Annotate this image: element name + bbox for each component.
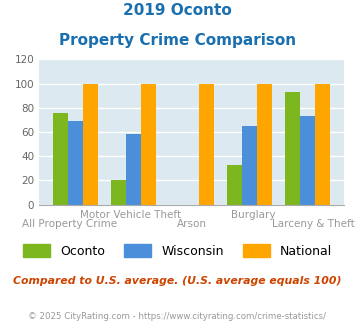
Bar xyxy=(300,116,315,205)
Bar xyxy=(242,126,257,205)
Bar xyxy=(285,92,300,205)
Bar xyxy=(126,134,141,205)
Bar xyxy=(315,83,331,205)
Text: All Property Crime: All Property Crime xyxy=(22,219,117,229)
Bar xyxy=(111,181,126,205)
Bar xyxy=(257,83,272,205)
Text: Compared to U.S. average. (U.S. average equals 100): Compared to U.S. average. (U.S. average … xyxy=(13,276,342,285)
Text: 2019 Oconto: 2019 Oconto xyxy=(123,3,232,18)
Text: Property Crime Comparison: Property Crime Comparison xyxy=(59,33,296,48)
Bar xyxy=(199,83,214,205)
Text: © 2025 CityRating.com - https://www.cityrating.com/crime-statistics/: © 2025 CityRating.com - https://www.city… xyxy=(28,312,327,321)
Text: Arson: Arson xyxy=(177,219,207,229)
Bar xyxy=(83,83,98,205)
Text: Larceny & Theft: Larceny & Theft xyxy=(272,219,355,229)
Text: Motor Vehicle Theft: Motor Vehicle Theft xyxy=(80,210,181,219)
Bar xyxy=(141,83,156,205)
Bar xyxy=(53,113,68,205)
Bar xyxy=(227,165,242,205)
Text: Burglary: Burglary xyxy=(230,210,275,219)
Bar xyxy=(68,121,83,205)
Legend: Oconto, Wisconsin, National: Oconto, Wisconsin, National xyxy=(18,239,337,263)
